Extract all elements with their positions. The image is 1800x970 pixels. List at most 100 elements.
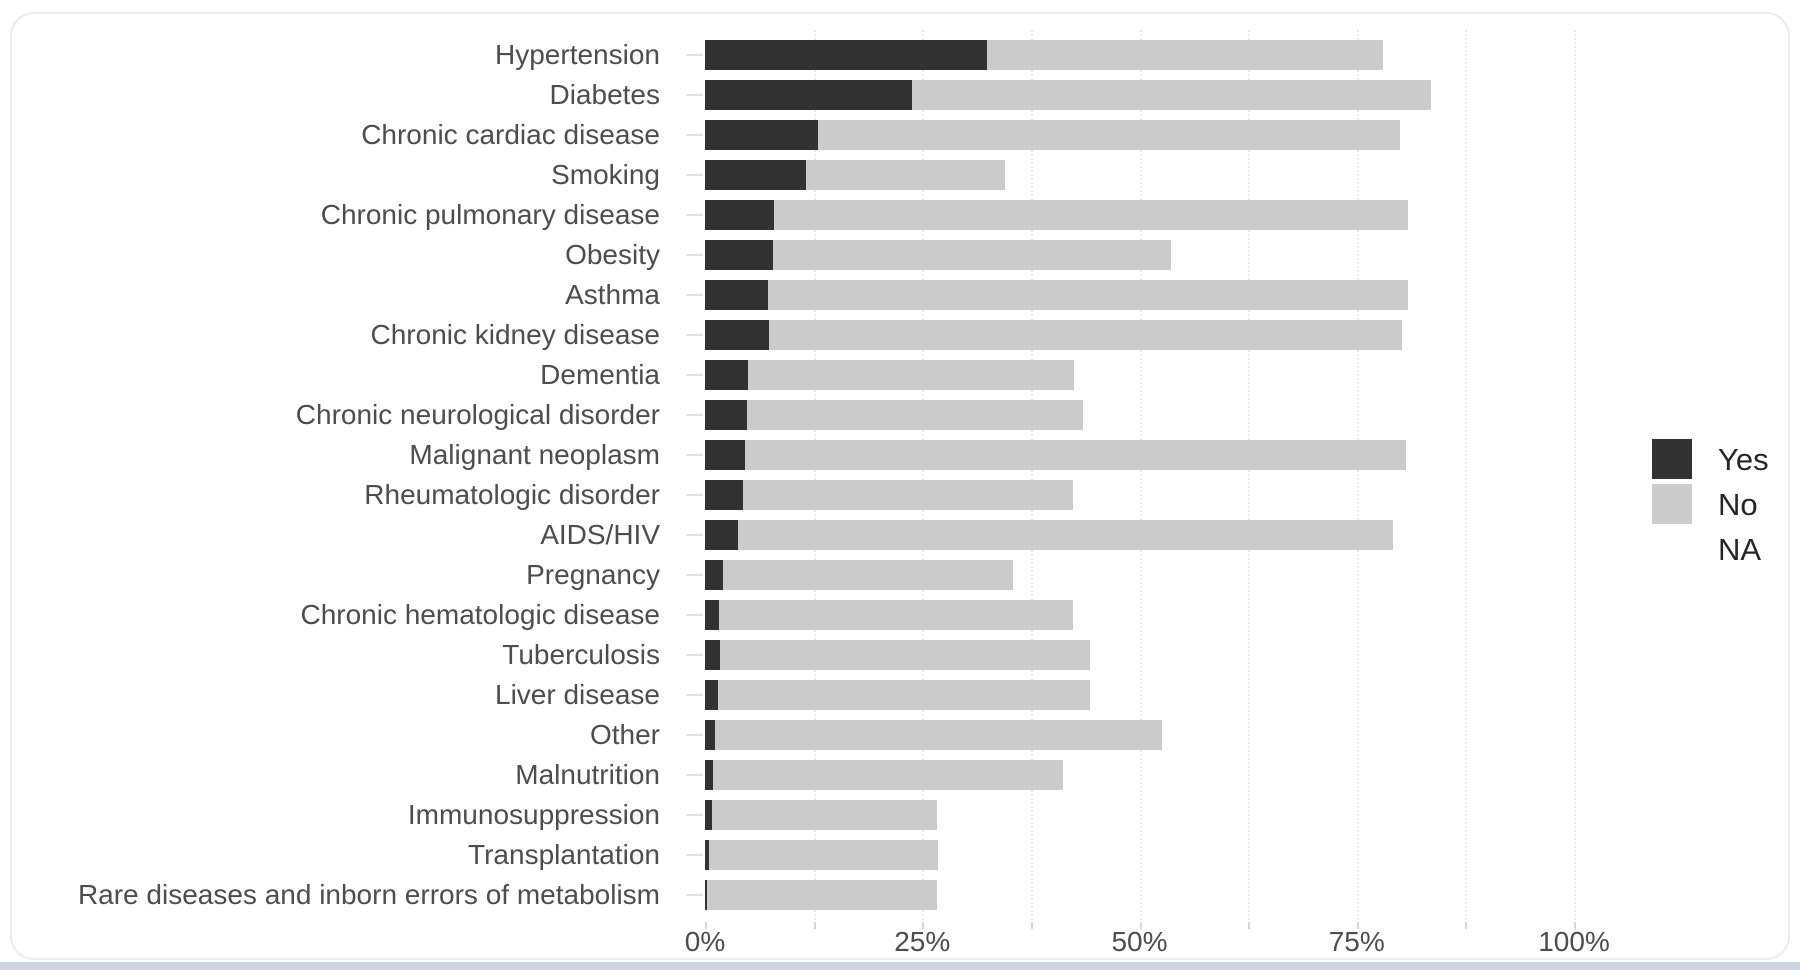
bar-segment-yes [705,720,716,750]
bar-segment-no [709,840,938,870]
bar-segment-no [805,160,1005,190]
minor-gridline [1248,30,1251,920]
bar-segment-yes [705,760,713,790]
bar-segment-yes [705,240,773,270]
x-tick-mark [813,922,816,929]
bar-segment-yes [705,40,987,70]
category-tick-mark [686,734,703,736]
bar-segment-yes [705,160,806,190]
category-label: Hypertension [495,39,660,70]
bar-segment-no [738,520,1394,550]
bar-segment-yes [705,360,749,390]
bar-segment-no [719,640,1090,670]
category-tick-mark [686,694,703,696]
bar-segment-no [711,800,937,830]
bar-segment-yes [705,120,818,150]
category-label: Rare diseases and inborn errors of metab… [77,879,660,910]
bar-segment-no [706,880,938,910]
bar-segment-no [718,600,1074,630]
category-tick-mark [686,854,703,856]
legend-label: NA [1718,532,1762,567]
x-tick-mark [1574,922,1576,929]
category-tick-mark [686,814,703,816]
category-tick-mark [686,374,703,376]
category-tick-mark [686,774,703,776]
bar-segment-no [744,440,1407,470]
legend-label: No [1718,487,1758,522]
window-bottom-edge [0,962,1800,970]
bar-segment-no [748,360,1075,390]
bar-segment-no [769,320,1402,350]
category-label: Chronic neurological disorder [295,399,660,430]
category-label: Chronic pulmonary disease [320,199,660,230]
legend-item-no: No [1652,482,1792,527]
category-label: AIDS/HIV [540,519,660,550]
x-tick-mark [922,922,925,929]
category-label: Liver disease [495,679,660,710]
bar-segment-yes [705,680,719,710]
category-label: Diabetes [549,79,660,110]
category-label: Chronic cardiac disease [361,119,660,150]
minor-gridline [1030,30,1033,920]
x-tick-mark [1139,922,1142,929]
bar-segment-no [715,720,1163,750]
x-tick-mark [1248,922,1251,929]
x-tick-mark [1465,922,1468,929]
legend: Yes No NA [1652,437,1792,572]
bar-segment-no [911,80,1432,110]
category-tick-mark [686,254,703,256]
x-tick-mark [705,922,707,929]
category-tick-mark [686,214,703,216]
bar-segment-no [772,240,1171,270]
bar-segment-yes [705,400,747,430]
bar-segment-yes [705,800,712,830]
category-tick-mark [686,334,703,336]
category-tick-mark [686,94,703,96]
category-label: Chronic hematologic disease [300,599,660,630]
category-label: Transplantation [468,839,660,870]
category-label: Rheumatologic disorder [364,479,660,510]
bar-segment-yes [705,320,770,350]
bar-segment-no [712,760,1064,790]
bar-segment-yes [705,560,724,590]
minor-gridline [1356,30,1359,920]
category-tick-mark [686,294,703,296]
minor-gridline [1465,30,1468,920]
category-label: Malnutrition [515,759,660,790]
bar-segment-yes [705,880,707,910]
minor-gridline [922,30,925,920]
bar-segment-yes [705,200,774,230]
plot-area [705,30,1576,920]
bar-segment-yes [705,840,710,870]
category-label: Asthma [565,279,660,310]
bar-segment-no [718,680,1090,710]
category-tick-mark [686,574,703,576]
x-tick-label: 100% [1538,926,1610,957]
category-label: Dementia [540,359,660,390]
category-tick-mark [686,134,703,136]
category-tick-mark [686,174,703,176]
x-tick-label: 0% [684,926,726,957]
category-label: Smoking [551,159,660,190]
category-label: Malignant neoplasm [409,439,660,470]
x-tick-label: 25% [894,926,951,957]
bar-segment-yes [705,480,744,510]
category-label: Pregnancy [526,559,660,590]
category-tick-mark [686,454,703,456]
minor-gridline [1574,30,1576,920]
legend-key-swatch [1652,529,1692,569]
category-tick-mark [686,54,703,56]
category-tick-mark [686,654,703,656]
bar-segment-no [986,40,1383,70]
category-label: Obesity [565,239,660,270]
bar-segment-no [723,560,1013,590]
bar-segment-no [817,120,1401,150]
minor-gridline [1139,30,1142,920]
x-tick-label: 50% [1111,926,1168,957]
bar-segment-yes [705,640,720,670]
x-tick-mark [1356,922,1359,929]
category-tick-mark [686,894,703,896]
legend-key-swatch [1652,439,1692,479]
category-tick-mark [686,414,703,416]
x-tick-mark [1030,922,1033,929]
